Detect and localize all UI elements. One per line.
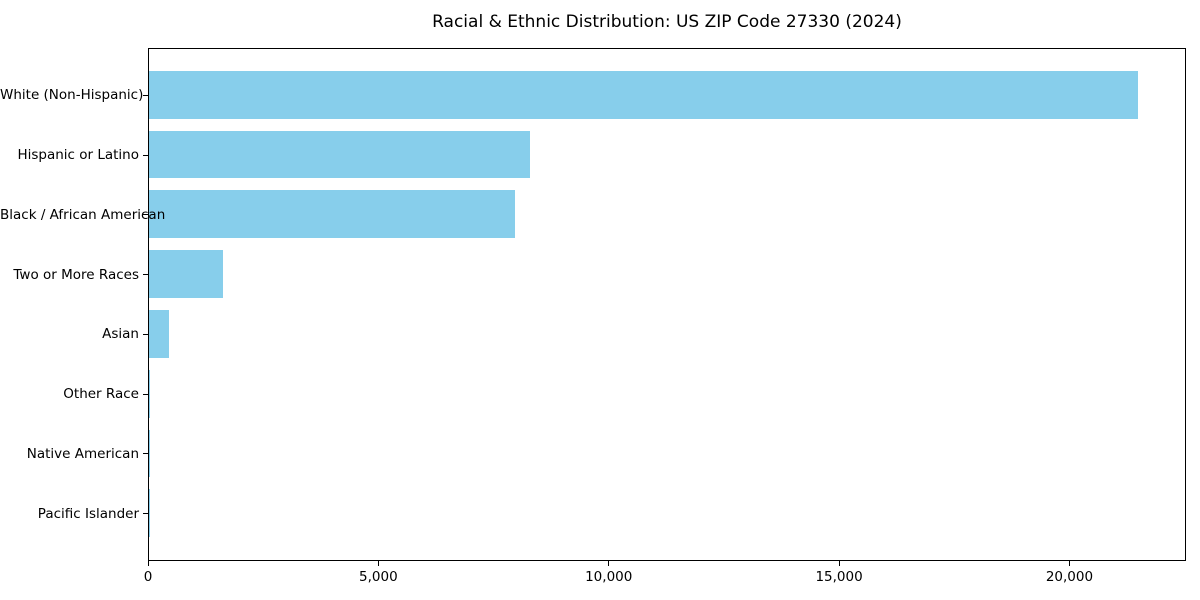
y-tick-mark <box>143 393 148 395</box>
bar-black-african-american <box>149 190 516 239</box>
bar-white-non-hispanic <box>149 70 1138 119</box>
x-tick-label: 15,000 <box>815 569 863 585</box>
y-tick-mark <box>143 154 148 156</box>
x-tick-mark <box>147 561 149 566</box>
x-tick-mark <box>377 561 379 566</box>
y-tick-label: Asian <box>102 326 139 343</box>
x-tick-label: 20,000 <box>1045 569 1094 585</box>
y-tick-mark <box>143 513 148 515</box>
x-tick-label: 5,000 <box>359 569 398 585</box>
bar-asian <box>149 309 169 358</box>
y-tick-label: Two or More Races <box>13 266 139 283</box>
bar-two-or-more-races <box>149 250 223 299</box>
y-tick-label: Native American <box>26 445 139 462</box>
x-tick-label: 0 <box>143 569 153 585</box>
y-tick-label: Other Race <box>63 386 139 403</box>
y-tick-mark <box>143 94 148 96</box>
bar-other-race <box>149 369 151 418</box>
x-tick-mark <box>608 561 610 566</box>
x-tick-mark <box>838 561 840 566</box>
y-tick-label: White (Non-Hispanic) <box>0 87 144 104</box>
y-tick-mark <box>143 274 148 276</box>
bar-native-american <box>149 429 150 478</box>
bar-pacific-islander <box>149 489 150 538</box>
plot-area <box>148 48 1186 561</box>
bar-hispanic-or-latino <box>149 130 531 179</box>
x-tick-mark <box>1068 561 1070 566</box>
x-tick-label: 10,000 <box>585 569 633 585</box>
chart-title: Racial & Ethnic Distribution: US ZIP Cod… <box>432 12 902 32</box>
y-tick-mark <box>143 333 148 335</box>
y-tick-mark <box>143 214 148 216</box>
y-tick-label: Black / African American <box>0 206 166 223</box>
y-tick-mark <box>143 453 148 455</box>
y-tick-label: Pacific Islander <box>37 505 139 522</box>
y-tick-label: Hispanic or Latino <box>17 147 139 164</box>
